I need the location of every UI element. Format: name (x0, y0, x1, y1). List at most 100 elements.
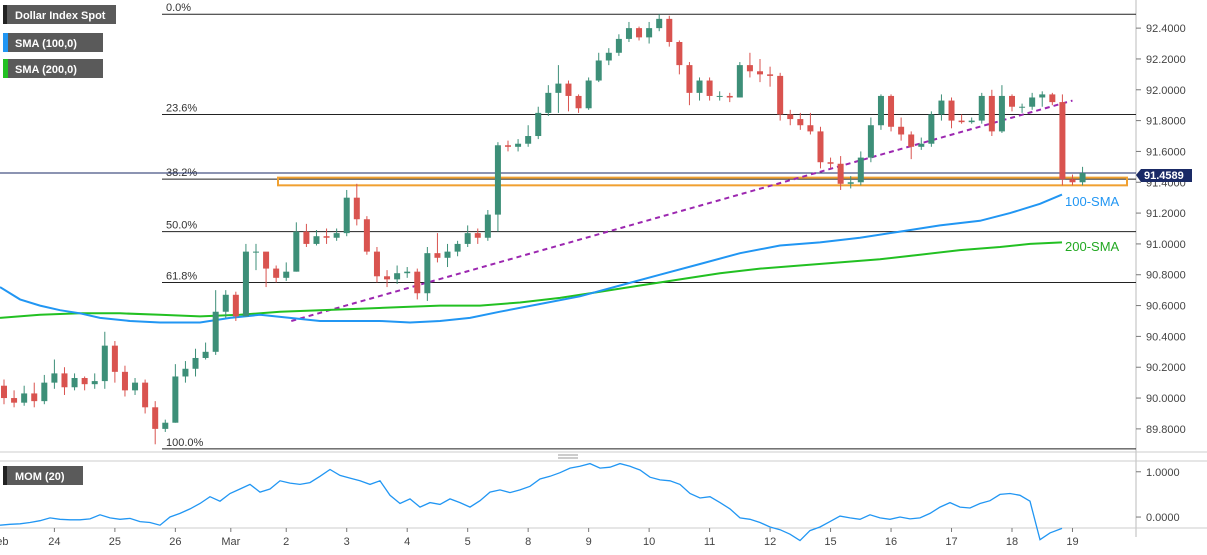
candle (625, 21, 632, 42)
candle (827, 157, 834, 169)
candle-body (666, 18, 673, 42)
candle-body (827, 162, 834, 164)
candle-body (162, 422, 169, 429)
candle-body (918, 143, 925, 147)
candle-body (807, 125, 814, 132)
candle-body (988, 95, 995, 132)
sma200-annotation: 200-SMA (1065, 239, 1120, 254)
candle-body (373, 251, 380, 277)
candle (283, 262, 290, 281)
candle-body (565, 83, 572, 96)
candle (928, 111, 935, 147)
candle (696, 77, 703, 101)
candle (323, 228, 330, 244)
candle-body (494, 145, 501, 215)
time-tick-label: 10 (643, 536, 655, 548)
candle-body (41, 382, 48, 402)
candle-body (444, 251, 451, 258)
candle-body (1029, 97, 1036, 107)
price-tick-label: 91.6000 (1146, 146, 1186, 158)
candle-body (263, 251, 270, 269)
candle (394, 265, 401, 284)
candle-body (877, 95, 884, 126)
candle (888, 94, 895, 132)
price-tick-label: 92.4000 (1146, 23, 1186, 35)
candle-body (172, 376, 179, 423)
candle (333, 228, 340, 241)
candle (1079, 166, 1086, 186)
sma100-line (0, 193, 1063, 324)
candle (111, 341, 118, 383)
candle-body (746, 65, 753, 72)
candle-body (686, 65, 693, 93)
candle-body (31, 393, 38, 402)
candle-body (736, 65, 743, 98)
candle (505, 140, 511, 152)
candle-body (1009, 95, 1015, 107)
candle (938, 94, 945, 121)
candle-body (646, 28, 653, 38)
price-tick-label: 90.8000 (1146, 270, 1186, 282)
candle (212, 290, 219, 355)
time-tick-label: 15 (824, 536, 836, 548)
candle-body (464, 233, 471, 244)
candle (454, 240, 461, 257)
candle (918, 137, 925, 150)
legend-momentum[interactable]: MOM (20) (3, 466, 83, 485)
candle-body (11, 398, 18, 403)
fib-level-label: 50.0% (166, 220, 197, 232)
momentum-line (0, 462, 1063, 542)
candle-body (242, 251, 249, 317)
candle-body (545, 92, 552, 113)
candle-body (1079, 173, 1086, 183)
legend-sma200[interactable]: SMA (200,0) (3, 59, 103, 78)
candle (837, 156, 844, 190)
candle (263, 251, 270, 288)
candle-body (434, 253, 441, 258)
candle-body (71, 378, 78, 388)
candle-body (1039, 94, 1046, 98)
candle (515, 139, 522, 152)
candle (142, 379, 149, 414)
candle (303, 223, 310, 247)
time-tick-label: 19 (1066, 536, 1078, 548)
candle-body (283, 271, 290, 278)
legend-sma100-label: SMA (100,0) (15, 38, 77, 50)
price-tick-label: 91.2000 (1146, 208, 1186, 220)
time-tick-label: 24 (48, 536, 60, 548)
time-tick-label: 9 (586, 536, 592, 548)
candle (81, 376, 88, 391)
candle-body (726, 95, 733, 98)
legend-instrument[interactable]: Dollar Index Spot (3, 5, 116, 24)
candle-body (757, 71, 763, 75)
candle (101, 331, 108, 389)
support-trendline (291, 99, 1073, 322)
candle-body (101, 345, 108, 382)
candle-body (51, 373, 58, 383)
time-tick-label: 11 (704, 536, 715, 548)
price-tick-label: 91.0000 (1146, 239, 1186, 251)
candle-body (404, 271, 411, 274)
candle (242, 243, 249, 317)
candle (91, 373, 98, 389)
price-tick-label: 90.2000 (1146, 362, 1186, 374)
candle (736, 62, 743, 98)
candle (404, 267, 411, 278)
legend-momentum-label: MOM (20) (15, 471, 65, 483)
candle-body (525, 136, 532, 144)
candle-body (253, 251, 259, 253)
candle (615, 34, 622, 56)
sma200-line (0, 241, 1063, 319)
candle-body (132, 382, 139, 391)
candle-body (505, 145, 511, 147)
time-axis: Feb 24 25 26 Mar 2 3 4 5 8 9 10 11 12 15 16 17 18 19 (0, 528, 1079, 548)
candle-body (958, 120, 965, 123)
candle (908, 131, 915, 160)
panel-resize-handle[interactable] (558, 454, 578, 459)
candle-body (1019, 106, 1026, 108)
candle-body (222, 294, 229, 312)
candle (51, 359, 58, 389)
legend-sma100[interactable]: SMA (100,0) (3, 33, 103, 52)
candle-body (91, 381, 98, 385)
candle (877, 94, 884, 130)
